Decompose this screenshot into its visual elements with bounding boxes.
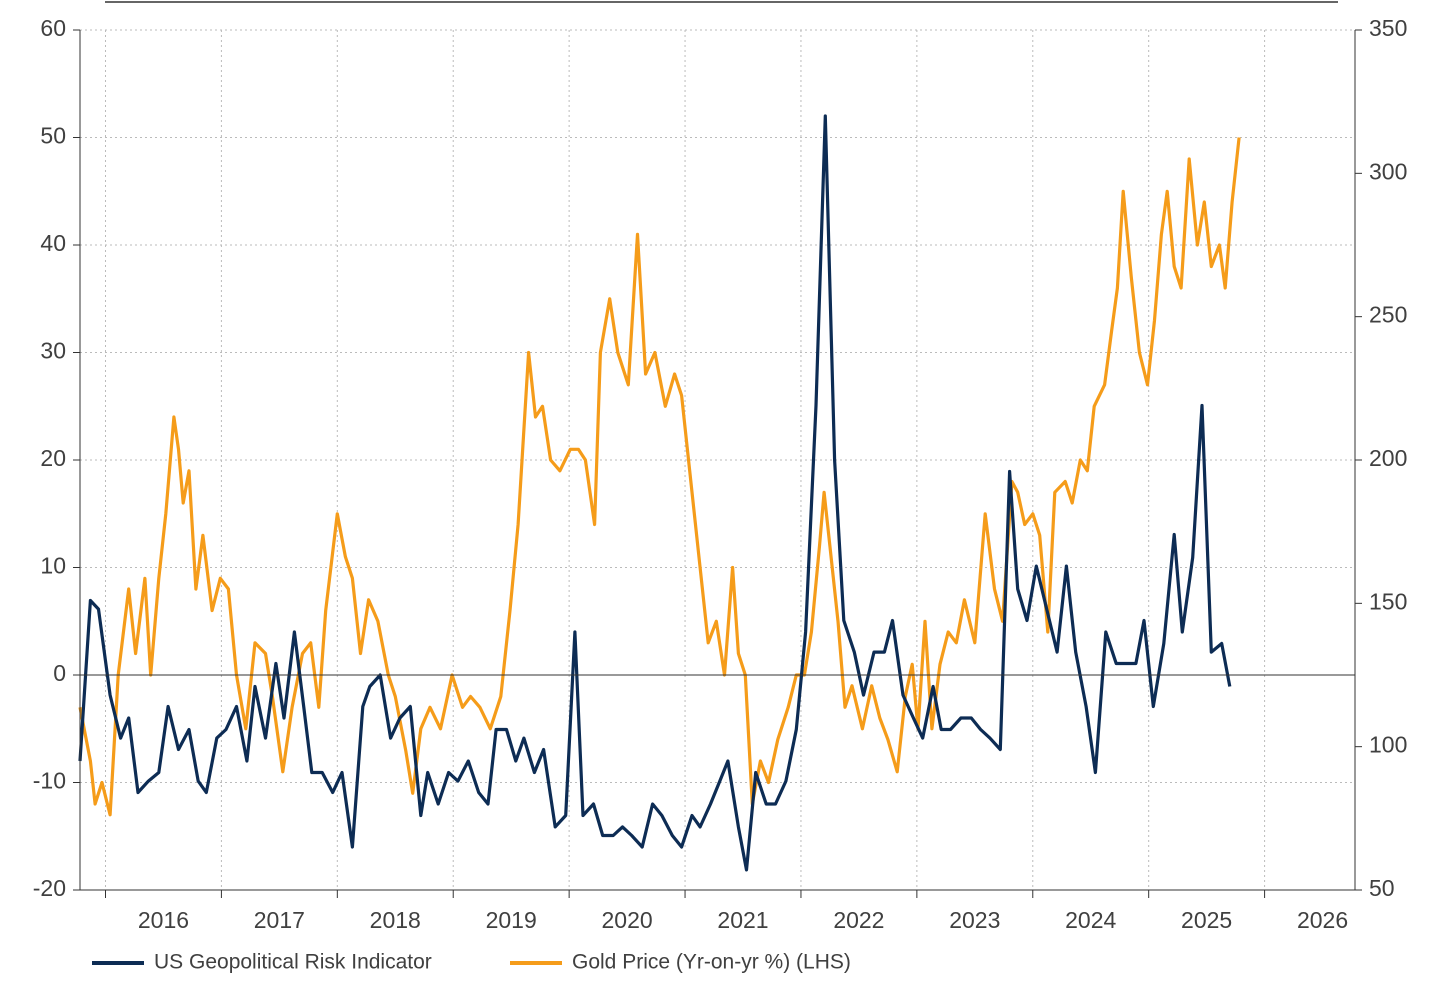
y2-tick-label: 50: [1369, 875, 1395, 901]
x-tick-label: 2023: [949, 907, 1000, 933]
axes: -20 -10 0 10 20 30 40 50 60 50 100 150 200 250 300 350 2…: [33, 15, 1408, 933]
y-tick-label: 50: [40, 123, 66, 149]
legend-label: US Geopolitical Risk Indicator: [154, 951, 432, 974]
x-tick-label: 2021: [717, 907, 768, 933]
grid: [80, 29, 1355, 891]
y-tick-label: 0: [53, 660, 66, 686]
y2-tick-label: 200: [1369, 445, 1407, 471]
y-tick-label: 60: [40, 15, 66, 41]
y2-tick-label: 350: [1369, 15, 1407, 41]
series-line: [78, 137, 1241, 817]
y2-tick-label: 100: [1369, 732, 1407, 758]
y2-tick-label: 250: [1369, 302, 1407, 328]
y-tick-label: 40: [40, 230, 66, 256]
series-line: [78, 114, 1232, 872]
y-tick-label: 10: [40, 553, 66, 579]
x-tick-label: 2025: [1181, 907, 1232, 933]
x-tick-label: 2019: [486, 907, 537, 933]
y-tick-label: 30: [40, 338, 66, 364]
x-tick-label: 2017: [254, 907, 305, 933]
y2-tick-label: 300: [1369, 158, 1407, 184]
x-tick-label: 2024: [1065, 907, 1116, 933]
x-tick-label: 2016: [138, 907, 189, 933]
legend: US Geopolitical Risk Indicator Gold Price…: [92, 951, 851, 974]
y-tick-label: 20: [40, 445, 66, 471]
y-tick-label: -10: [33, 768, 66, 794]
x-tick-label: 2020: [602, 907, 653, 933]
x-tick-label: 2026: [1297, 907, 1348, 933]
y2-tick-label: 150: [1369, 588, 1407, 614]
legend-label: Gold Price (Yr-on-yr %) (LHS): [572, 951, 851, 974]
x-tick-label: 2018: [370, 907, 421, 933]
plot: [78, 114, 1241, 872]
x-tick-label: 2022: [833, 907, 884, 933]
y-tick-label: -20: [33, 875, 66, 901]
